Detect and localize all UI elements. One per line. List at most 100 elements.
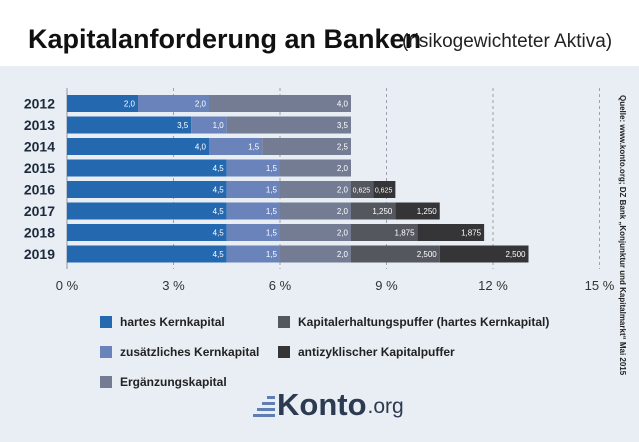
bar-segment: [67, 224, 227, 241]
x-tick-label: 12 %: [478, 278, 508, 293]
year-label: 2018: [24, 225, 55, 241]
bar-value-label: 4,5: [213, 250, 225, 259]
bar-value-label: 1,5: [266, 229, 278, 238]
bar-segment: [351, 245, 440, 263]
brand-tld: .org: [367, 395, 404, 418]
legend-label: Ergänzungskapital: [120, 375, 227, 389]
bar-segment: [67, 116, 192, 134]
bar-segment: [373, 181, 396, 198]
bar-value-label: 4,5: [213, 207, 225, 216]
bar-segment: [67, 159, 227, 177]
legend-swatch: [100, 316, 112, 328]
bar-value-label: 2,0: [337, 164, 349, 173]
bar-value-label: 1,5: [248, 143, 260, 152]
bar-segment: [280, 202, 351, 220]
bar-value-label: 2,0: [337, 207, 349, 216]
x-tick-label: 15 %: [585, 278, 615, 293]
bar-segment: [67, 245, 227, 263]
bar-value-label: 4,5: [213, 164, 225, 173]
bar-value-label: 2,0: [337, 186, 349, 195]
bar-value-label: 4,0: [337, 100, 349, 109]
bar-value-label: 2,5: [337, 143, 349, 152]
year-label: 2016: [24, 182, 55, 198]
bar-value-label: 1,250: [372, 207, 393, 216]
stacked-bar-chart: 2012 2,0 2,0 4,0 2013 3,5 1,0 3,5 2014 4,0 1,5 2,5 2…: [24, 88, 615, 293]
x-tick-label: 0 %: [56, 278, 79, 293]
chart-subtitle: (risikogewichteter Aktiva): [402, 31, 613, 52]
legend-item: antizyklischer Kapitalpuffer: [278, 345, 455, 359]
year-label: 2012: [24, 96, 55, 112]
legend-swatch: [278, 346, 290, 358]
bar-segment: [280, 159, 351, 177]
bar-segment: [351, 202, 396, 220]
bar-segment: [67, 181, 227, 198]
legend-item: Ergänzungskapital: [100, 375, 227, 389]
bar-segment: [417, 224, 485, 241]
bar-value-label: 4,5: [213, 229, 225, 238]
bar-value-label: 2,0: [195, 100, 207, 109]
legend-label: hartes Kernkapital: [120, 315, 225, 329]
bar-segment: [209, 95, 351, 112]
legend-swatch: [278, 316, 290, 328]
bar-value-label: 1,875: [395, 229, 416, 238]
legend-label: Kapitalerhaltungspuffer (hartes Kernkapi…: [298, 315, 550, 329]
source-note: Quelle: www.konto.org; DZ Bank „Konjunkt…: [618, 95, 627, 376]
year-label: 2014: [24, 139, 55, 155]
bar-value-label: 4,0: [195, 143, 207, 152]
legend-label: antizyklischer Kapitalpuffer: [298, 345, 455, 359]
bar-value-label: 3,5: [177, 121, 189, 130]
bar-value-label: 2,500: [505, 250, 526, 259]
legend-label: zusätzliches Kernkapital: [120, 345, 260, 359]
bar-value-label: 2,0: [337, 229, 349, 238]
x-tick-label: 6 %: [269, 278, 292, 293]
x-tick-label: 3 %: [162, 278, 185, 293]
bar-segment: [262, 138, 351, 155]
bar-value-label: 3,5: [337, 121, 349, 130]
brand-name: Konto: [277, 387, 367, 422]
konto-logo-icon: [253, 394, 275, 420]
bar-value-label: 1,5: [266, 186, 278, 195]
bar-segment: [439, 245, 529, 263]
bar-segment: [67, 95, 138, 112]
bar-segment: [226, 202, 280, 220]
bar-value-label: 1,875: [461, 229, 482, 238]
bar-segment: [226, 116, 351, 134]
bar-segment: [67, 138, 209, 155]
chart-title: Kapitalanforderung an Banken: [28, 24, 422, 54]
bar-segment: [226, 159, 280, 177]
bar-value-label: 2,0: [124, 100, 136, 109]
bar-value-label: 0,625: [375, 188, 393, 195]
bar-segment: [138, 95, 209, 112]
year-label: 2019: [24, 246, 55, 262]
bar-segment: [351, 181, 374, 198]
bar-segment: [226, 245, 280, 263]
brand-logo: Konto .org: [253, 386, 404, 420]
legend-swatch: [100, 346, 112, 358]
year-label: 2015: [24, 160, 55, 176]
bar-segment: [395, 202, 440, 220]
bar-value-label: 1,5: [266, 207, 278, 216]
legend-item: Kapitalerhaltungspuffer (hartes Kernkapi…: [278, 315, 549, 329]
bar-value-label: 1,250: [417, 207, 438, 216]
bar-value-label: 1,5: [266, 164, 278, 173]
x-tick-label: 9 %: [375, 278, 398, 293]
bar-value-label: 0,625: [353, 188, 371, 195]
bar-segment: [226, 224, 280, 241]
bar-segment: [67, 202, 227, 220]
bar-segment: [280, 245, 351, 263]
bar-value-label: 1,0: [213, 121, 225, 130]
bar-segment: [226, 181, 280, 198]
bar-segment: [280, 224, 351, 241]
legend-item: hartes Kernkapital: [100, 315, 225, 329]
legend-swatch: [100, 376, 112, 388]
bar-value-label: 2,0: [337, 250, 349, 259]
bar-value-label: 2,500: [417, 250, 438, 259]
bar-segment: [280, 181, 351, 198]
year-label: 2017: [24, 203, 55, 219]
year-label: 2013: [24, 117, 55, 133]
bar-segment: [209, 138, 263, 155]
bar-value-label: 1,5: [266, 250, 278, 259]
bar-segment: [191, 116, 227, 134]
bar-value-label: 4,5: [213, 186, 225, 195]
legend-item: zusätzliches Kernkapital: [100, 345, 259, 359]
